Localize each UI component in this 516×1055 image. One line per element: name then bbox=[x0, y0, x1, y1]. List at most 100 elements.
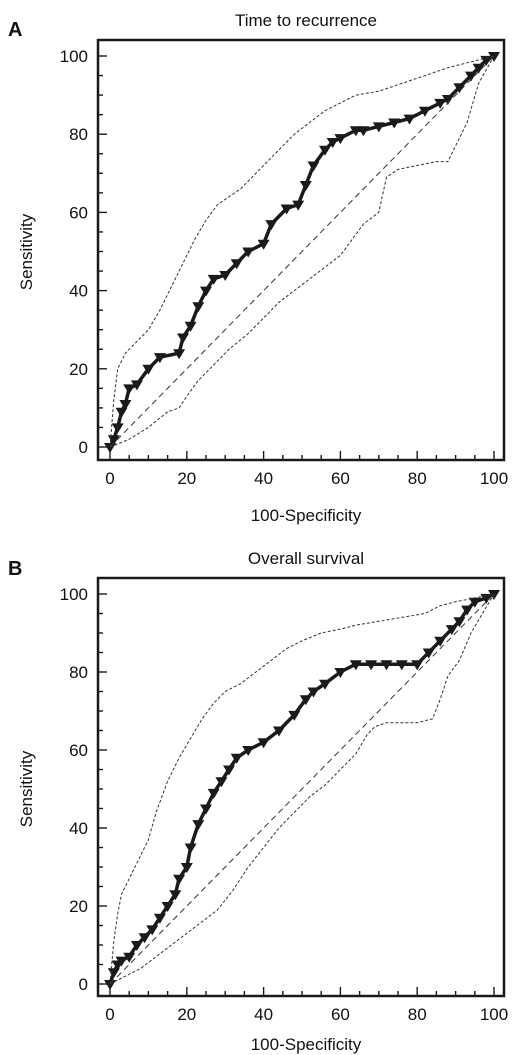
panel-a-y-tick-label: 60 bbox=[69, 203, 88, 222]
panel-b-roc-point bbox=[273, 726, 285, 737]
panel-a-x-tick-label: 80 bbox=[408, 469, 427, 488]
panel-a-y-tick-label: 20 bbox=[69, 360, 88, 379]
panel-a-roc-point bbox=[142, 364, 155, 375]
panel-b-letter: B bbox=[8, 558, 22, 580]
panel-a-roc-point bbox=[265, 220, 278, 231]
panel-a-roc-point bbox=[200, 286, 212, 297]
panel-b-plot-area: 0 20 40 60 80 100 0 20 40 60 80 100 bbox=[60, 576, 508, 1024]
panel-a-roc-point bbox=[242, 247, 255, 258]
panel-a-plot-area: 0 20 40 60 80 100 0 20 40 60 80 100 bbox=[60, 38, 508, 488]
panel-b-y-tick-label: 0 bbox=[79, 975, 88, 994]
panel-a-roc-point bbox=[441, 95, 454, 105]
panel-a-y-tick-label: 40 bbox=[69, 282, 88, 301]
panel-a-title: Time to recurrence bbox=[235, 11, 377, 30]
panel-b-roc-point bbox=[299, 695, 312, 706]
panel-a-roc-point bbox=[280, 204, 293, 215]
panel-a-upper-ci-line bbox=[109, 55, 495, 448]
panel-b-roc-point bbox=[138, 933, 151, 944]
panel-b-roc-point bbox=[207, 788, 220, 799]
panel-b-roc-point bbox=[380, 660, 393, 671]
panel-b-roc-point bbox=[395, 660, 408, 671]
panel-a-roc-point bbox=[130, 380, 143, 391]
panel-a-y-axis-label: Sensitivity bbox=[17, 213, 36, 290]
panel-a-frame bbox=[96, 38, 506, 462]
panel-a-x-tick-label: 20 bbox=[177, 469, 196, 488]
panel-a-roc-point bbox=[219, 271, 232, 281]
panel-b-roc-point bbox=[153, 913, 166, 924]
panel-b-roc-point bbox=[461, 605, 474, 616]
panel-b-y-tick-label: 80 bbox=[69, 663, 88, 682]
panel-b-roc-point bbox=[288, 710, 301, 721]
panel-a-roc-point bbox=[357, 126, 370, 137]
panel-a-roc-point bbox=[173, 349, 186, 360]
panel-a-roc-curve bbox=[108, 54, 495, 448]
panel-b-roc-point bbox=[242, 746, 255, 756]
panel-a-x-axis-label: 100-Specificity bbox=[251, 506, 362, 525]
panel-b-y-tick-label: 100 bbox=[60, 585, 88, 604]
panel-b-x-tick-label: 40 bbox=[254, 1005, 273, 1024]
panel-a-roc-point bbox=[153, 353, 166, 364]
panel-a-roc-point bbox=[230, 259, 243, 270]
panel-a-roc-point bbox=[326, 138, 339, 148]
panel-b-roc-point bbox=[130, 941, 143, 951]
panel-a-roc-point bbox=[418, 106, 431, 117]
panel-b-roc-point bbox=[230, 753, 243, 764]
panel-b-roc-point bbox=[319, 679, 331, 690]
panel-a-roc-point bbox=[119, 400, 132, 410]
panel-a-roc-point bbox=[334, 134, 347, 145]
panel-a-roc-point bbox=[307, 161, 320, 172]
panel-b-reference-line bbox=[109, 593, 495, 985]
panel-a-roc-point bbox=[434, 98, 447, 109]
panel-b-roc-point bbox=[200, 804, 212, 815]
panel-a-x-tick-label: 40 bbox=[254, 469, 273, 488]
panel-b-roc-point bbox=[115, 956, 128, 967]
panel-b-roc-point bbox=[180, 863, 193, 873]
panel-a-x-tick-label: 0 bbox=[105, 469, 114, 488]
panel-a-roc-point bbox=[299, 181, 312, 191]
panel-b-y-axis-label: Sensitivity bbox=[17, 750, 36, 827]
panel-b-x-axis-label: 100-Specificity bbox=[251, 1035, 362, 1054]
panel-b-roc-point bbox=[365, 660, 378, 671]
panel-a-roc-point bbox=[107, 435, 120, 446]
panel-a-x-tick-label: 100 bbox=[480, 469, 508, 488]
panel-b-title: Overall survival bbox=[248, 549, 364, 568]
panel-a-roc-point bbox=[472, 63, 485, 74]
panel-a-reference-line bbox=[109, 55, 495, 448]
panel-b-y-tick-label: 60 bbox=[69, 741, 88, 760]
panel-b-roc-point bbox=[434, 636, 447, 647]
panel-a-y-tick-label: 0 bbox=[79, 438, 88, 457]
panel-b-roc-point bbox=[184, 843, 197, 854]
panel-a-roc-point bbox=[192, 302, 205, 313]
panel-a-y-tick-label: 80 bbox=[69, 125, 88, 144]
panel-b-roc-point bbox=[123, 952, 136, 963]
panel-b-roc-point bbox=[468, 597, 481, 608]
panel-b-roc-point bbox=[192, 820, 205, 831]
panel-a-roc-point bbox=[292, 200, 305, 211]
panel-b-roc-point bbox=[215, 777, 228, 788]
panel-b-roc-point bbox=[161, 902, 174, 912]
panel-b-roc-point bbox=[104, 980, 116, 990]
panel-b-roc-point bbox=[445, 625, 458, 636]
panel-a-roc-point bbox=[123, 384, 136, 395]
panel-a-letter: A bbox=[8, 19, 22, 41]
panel-a-roc-point bbox=[207, 274, 220, 285]
panel-a-lower-ci-line bbox=[109, 55, 495, 448]
panel-a-roc-point bbox=[465, 71, 477, 82]
panel-a-x-tick-label: 60 bbox=[331, 469, 350, 488]
panel-b-x-tick-label: 100 bbox=[480, 1005, 508, 1024]
panel-b-roc-point bbox=[169, 890, 182, 901]
panel-a-roc-point bbox=[453, 83, 466, 94]
panel-b-roc-point bbox=[488, 590, 500, 600]
panel-b-lower-ci-line bbox=[109, 593, 495, 985]
panel-a-roc-point bbox=[319, 145, 331, 156]
panel-b-upper-ci-line bbox=[109, 593, 495, 985]
panel-b-roc-point bbox=[107, 968, 120, 979]
panel-b-roc-point bbox=[307, 687, 320, 698]
panel-b-frame bbox=[96, 576, 506, 998]
panel-a-roc-point bbox=[403, 114, 416, 125]
panel-b-roc-point bbox=[173, 874, 186, 885]
panel-b-roc-point bbox=[453, 617, 466, 628]
panel-b-x-tick-label: 20 bbox=[177, 1005, 196, 1024]
panel-b-roc-point bbox=[257, 738, 270, 749]
